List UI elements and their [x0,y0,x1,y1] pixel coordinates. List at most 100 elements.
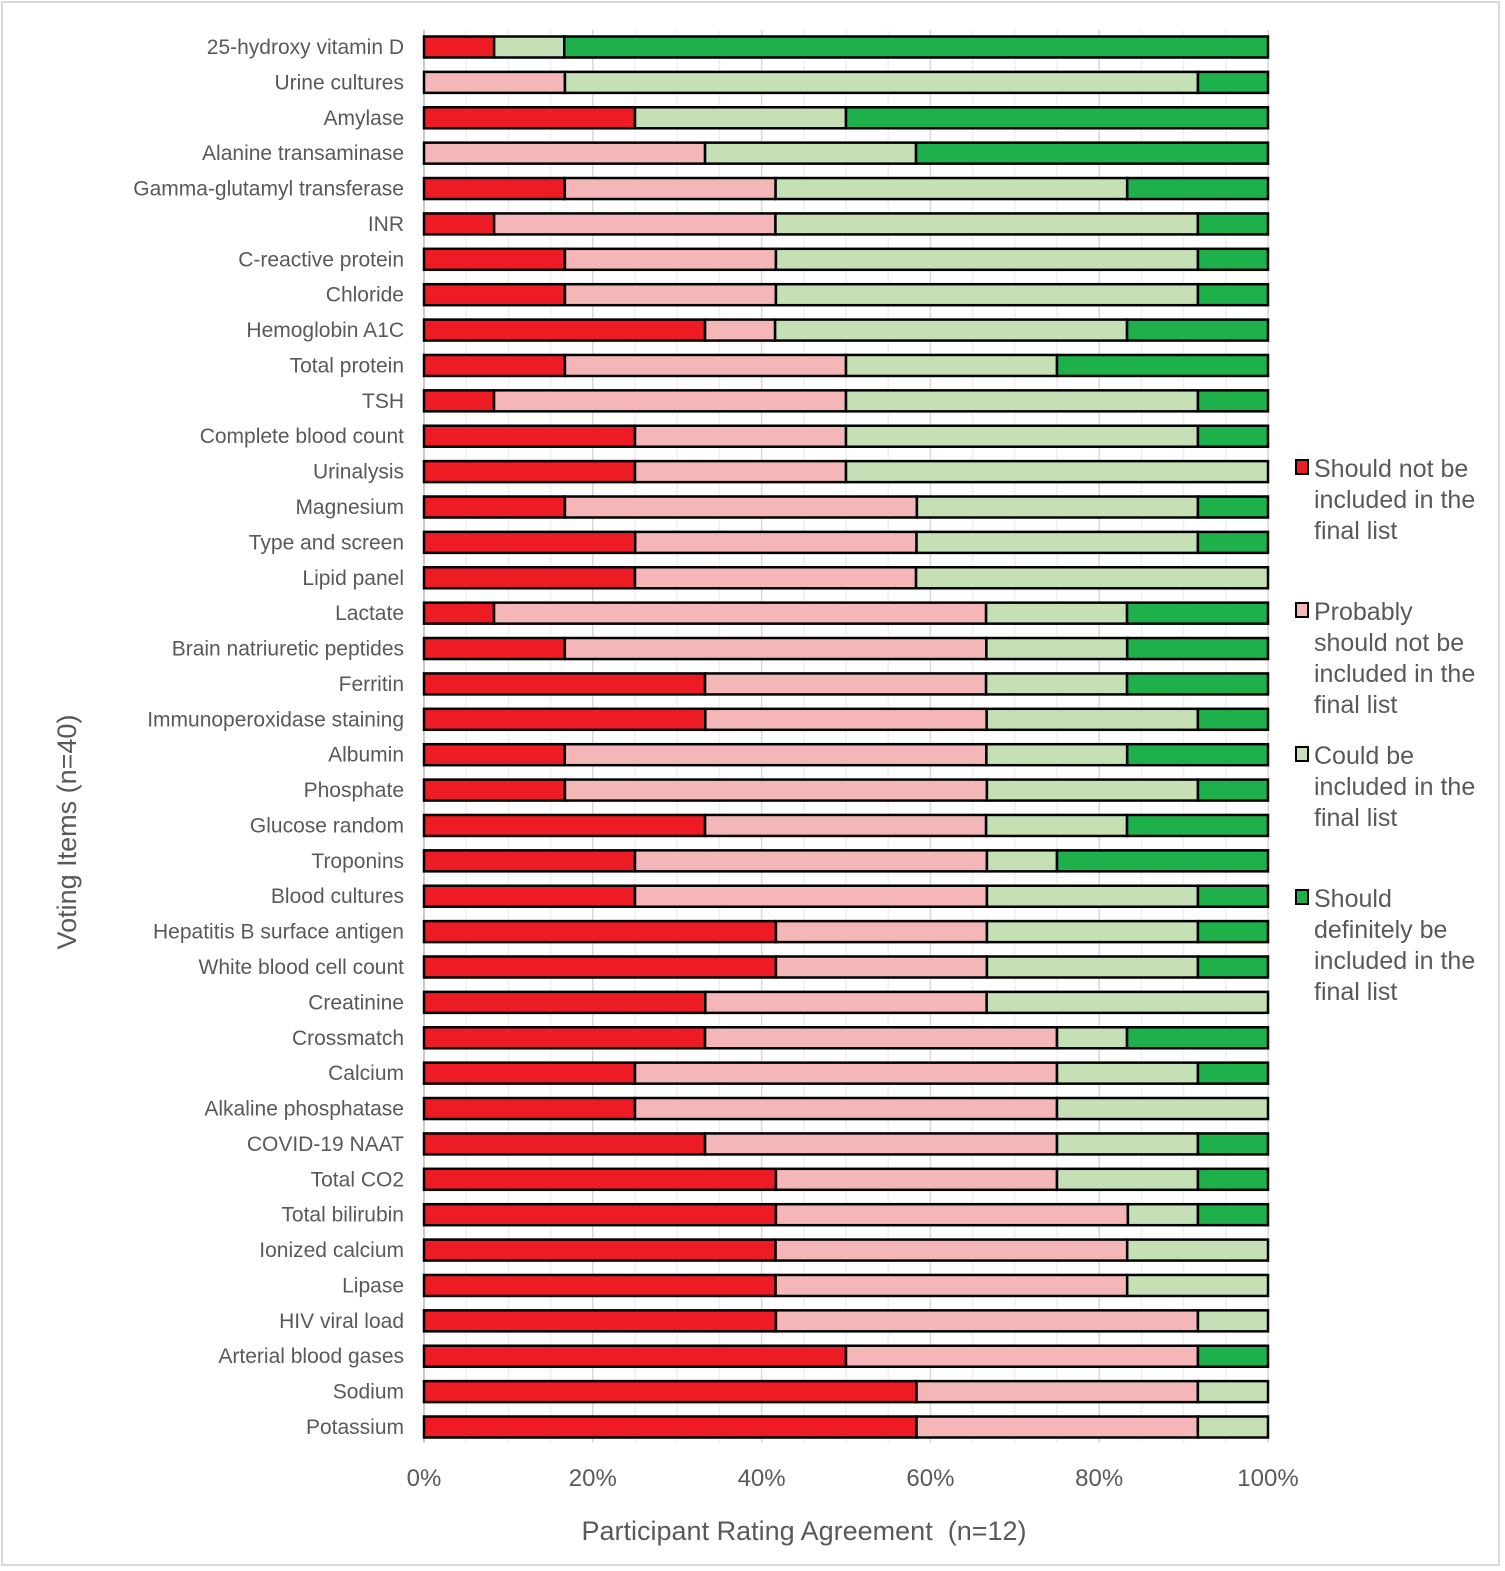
bar-segment-series-1 [633,566,918,590]
legend-label: definitely be [1314,916,1447,944]
bar-segment-series-2 [774,176,1129,201]
bar-segment-series-1 [774,919,989,944]
category-label: Crossmatch [292,1027,404,1050]
category-label: C-reactive protein [238,248,404,271]
bar-segment-series-1 [704,707,988,732]
category-label: Calcium [328,1062,404,1085]
bar-segment-series-1 [633,884,989,908]
bar-segment-series-2 [844,389,1200,413]
bar-segment-series-3 [1196,495,1270,519]
bar-segment-series-2 [914,566,1270,590]
x-tick-label: 100% [1237,1465,1298,1492]
bar-segment-series-1 [703,813,988,838]
bar-segment-series-0 [422,955,778,979]
bar-segment-series-0 [422,1167,778,1192]
legend-swatch [1295,459,1309,475]
bar-segment-series-0 [422,672,707,696]
category-label: Chloride [326,284,404,307]
bar-segment-series-1 [915,1415,1200,1439]
legend-item: Could be included in the final list [1295,742,1475,832]
category-label: Gamma-glutamyl transferase [133,178,404,201]
bar-segment-series-0 [422,1061,637,1085]
bar-segment-series-3 [1196,389,1270,413]
bar-segment-series-2 [984,601,1129,625]
category-label: Potassium [306,1416,404,1439]
category-label: Glucose random [250,814,404,837]
bar-segment-series-3 [1196,778,1270,802]
bar-segment-series-1 [563,742,988,767]
bar-segment-series-0 [422,742,567,767]
legend-label: included in the [1314,660,1475,688]
bar-segment-series-0 [422,813,707,838]
legend-label: Probably [1314,598,1413,626]
legend-label: final list [1314,691,1397,719]
bar-segment-series-3 [1196,1202,1270,1227]
bar-segment-series-0 [422,990,707,1015]
bar-segment-series-2 [774,212,1200,236]
category-label: Urine cultures [274,71,404,94]
bar-segment-series-1 [492,601,988,625]
bar-segment-series-0 [422,919,778,944]
bar-segment-series-1 [774,1273,1129,1298]
bar-segment-series-0 [422,884,637,908]
bar-segment-series-2 [1196,1415,1270,1439]
category-label: Total CO2 [311,1168,404,1191]
bars [422,35,1270,1439]
category-label: Type and screen [249,531,404,554]
category-label: Creatinine [308,991,404,1014]
bar-segment-series-2 [774,282,1200,307]
bar-segment-series-2 [985,990,1270,1015]
category-label: Urinalysis [313,461,404,484]
bar-segment-series-3 [914,141,1270,165]
bar-segment-series-2 [915,530,1200,555]
bar-segment-series-3 [1125,318,1270,342]
bar-segment-series-1 [774,1309,1200,1333]
bar-segment-series-1 [492,212,777,236]
category-label: HIV viral load [279,1310,404,1333]
bar-segment-series-2 [844,353,1059,378]
category-label: Alkaline phosphatase [204,1098,404,1121]
category-label: Lipid panel [302,567,404,590]
category-label: Brain natriuretic peptides [172,638,404,661]
bar-segment-series-3 [1196,247,1270,272]
legend-swatch [1295,746,1309,762]
bar-segment-series-3 [1196,884,1270,908]
bar-segment-series-0 [422,353,567,378]
x-tick-label: 60% [906,1465,954,1492]
bar-segment-series-3 [1125,742,1270,767]
category-label: INR [368,213,404,236]
bar-segment-series-3 [1196,955,1270,979]
legend-item: Probably should not be included in the fina… [1295,598,1475,719]
bar-segment-series-0 [422,1238,777,1262]
bar-segment-series-3 [1196,282,1270,307]
bar-segment-series-3 [1196,70,1270,95]
bar-segment-series-3 [1196,1132,1270,1156]
bar-segment-series-1 [704,990,988,1015]
category-label: Magnesium [295,496,404,519]
bar-segment-series-2 [985,636,1129,661]
bar-segment-series-0 [422,1202,778,1227]
bar-segment-series-2 [633,106,848,130]
category-label: TSH [362,390,404,413]
gridlines [423,30,1269,1443]
bar-segment-series-2 [985,919,1200,944]
bar-segment-series-0 [422,601,496,625]
bar-segment-series-2 [1055,1096,1270,1121]
category-label: COVID-19 NAAT [247,1133,404,1156]
bar-segment-series-1 [633,459,848,484]
bar-segment-series-0 [422,176,567,201]
bar-segment-series-0 [422,636,567,661]
bar-segment-series-3 [1125,601,1270,625]
bar-segment-series-2 [1055,1061,1200,1085]
x-tick-label: 80% [1075,1465,1123,1492]
bar-segment-series-2 [844,424,1200,448]
bar-segment-series-2 [915,495,1200,519]
bar-segment-series-0 [422,247,567,272]
x-tick-labels: 0% 20% 40% 60% 80% 100% [407,1465,1299,1492]
bar-segment-series-2 [985,707,1200,732]
bar-segment-series-0 [422,1379,918,1404]
legend-label: Could be [1314,742,1414,770]
bar-segment-series-3 [1055,849,1270,873]
bar-segment-series-2 [985,955,1200,979]
